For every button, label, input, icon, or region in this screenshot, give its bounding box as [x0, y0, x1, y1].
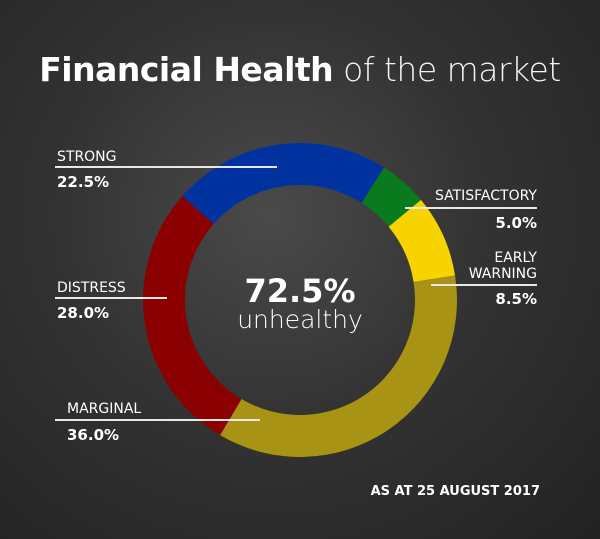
center-label: unhealthy	[237, 305, 363, 334]
slice-satisfactory	[361, 167, 421, 227]
label-distress: DISTRESS	[57, 280, 126, 296]
footnote: AS AT 25 AUGUST 2017	[370, 484, 540, 499]
slice-strong	[182, 143, 385, 224]
label-early-warning: EARLY WARNING	[468, 250, 537, 282]
center-value: 72.5%	[244, 272, 356, 310]
title-bold: Financial Health	[39, 50, 334, 89]
leader-early-warning	[431, 284, 537, 286]
value-marginal: 36.0%	[67, 426, 120, 444]
slice-marginal	[220, 275, 457, 457]
label-strong: STRONG	[57, 149, 117, 165]
value-distress: 28.0%	[57, 304, 110, 322]
slice-distress	[143, 196, 242, 436]
leader-satisfactory	[405, 207, 537, 209]
leader-strong	[55, 166, 277, 168]
value-strong: 22.5%	[57, 173, 110, 191]
slice-early-warning	[388, 199, 456, 283]
title-light: of the market	[343, 50, 561, 89]
label-marginal: MARGINAL	[67, 401, 142, 417]
leader-marginal	[55, 419, 260, 421]
chart-title: Financial Health of the market	[0, 50, 600, 89]
value-satisfactory: 5.0%	[495, 214, 537, 232]
leader-distress	[55, 297, 167, 299]
value-early-warning: 8.5%	[495, 290, 537, 308]
label-satisfactory: SATISFACTORY	[434, 188, 537, 204]
